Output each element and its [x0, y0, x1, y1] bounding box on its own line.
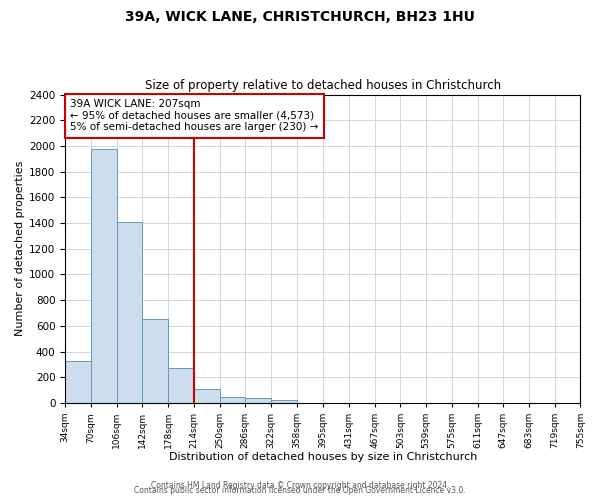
Bar: [65, 361, 91, 403]
Text: 39A, WICK LANE, CHRISTCHURCH, BH23 1HU: 39A, WICK LANE, CHRISTCHURCH, BH23 1HU: [125, 10, 475, 24]
Y-axis label: Number of detached properties: Number of detached properties: [15, 161, 25, 336]
Bar: [220, 397, 245, 403]
Bar: [194, 390, 220, 403]
Bar: [271, 400, 297, 403]
Text: Contains public sector information licensed under the Open Government Licence v3: Contains public sector information licen…: [134, 486, 466, 495]
Bar: [116, 222, 142, 403]
Bar: [245, 398, 271, 403]
X-axis label: Distribution of detached houses by size in Christchurch: Distribution of detached houses by size …: [169, 452, 477, 462]
Text: 39A WICK LANE: 207sqm
← 95% of detached houses are smaller (4,573)
5% of semi-de: 39A WICK LANE: 207sqm ← 95% of detached …: [70, 99, 319, 132]
Text: Contains HM Land Registry data © Crown copyright and database right 2024.: Contains HM Land Registry data © Crown c…: [151, 481, 449, 490]
Bar: [91, 149, 116, 403]
Bar: [168, 368, 194, 403]
Title: Size of property relative to detached houses in Christchurch: Size of property relative to detached ho…: [145, 79, 501, 92]
Bar: [142, 320, 168, 403]
